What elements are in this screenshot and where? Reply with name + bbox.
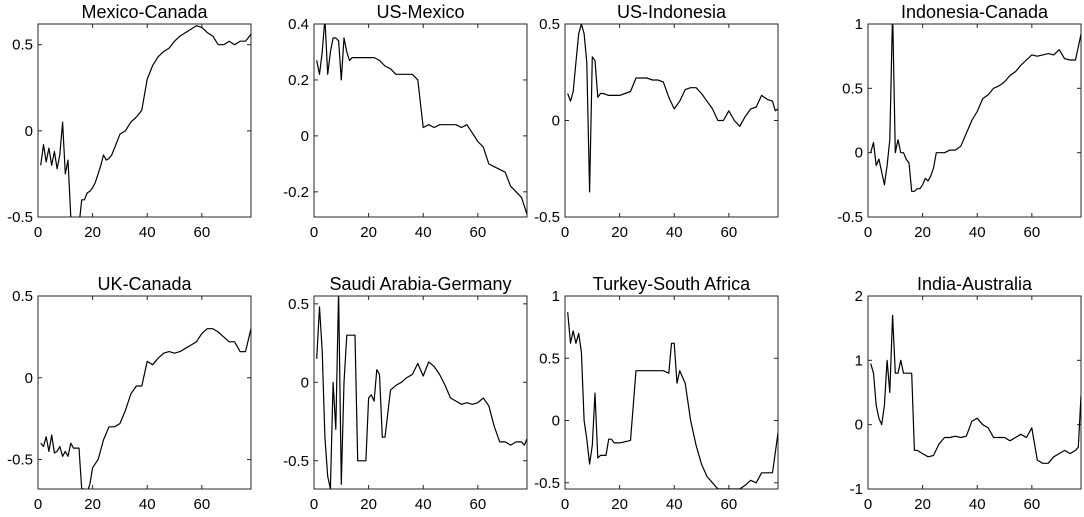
y-tick-label: 0: [25, 123, 33, 140]
y-tick-label: 0: [552, 113, 560, 130]
axes-frame: [313, 23, 528, 218]
x-tick-label: 20: [84, 224, 101, 241]
y-tick-label: 2: [855, 288, 863, 305]
x-tick-label: 20: [914, 496, 931, 513]
subplot-title: Mexico-Canada: [81, 2, 208, 22]
axes-frame: [313, 295, 528, 490]
y-tick-label: 0.5: [12, 288, 33, 305]
axes-frame: [37, 295, 252, 490]
x-tick-label: 20: [611, 224, 628, 241]
subplot-title: Saudi Arabia-Germany: [329, 274, 511, 294]
x-tick-label: 0: [34, 496, 42, 513]
x-tick-label: 0: [561, 224, 569, 241]
x-tick-label: 0: [34, 224, 42, 241]
subplot-title: US-Mexico: [376, 2, 464, 22]
x-tick-label: 40: [415, 224, 432, 241]
y-tick-label: 0.5: [842, 80, 863, 97]
x-tick-label: 40: [139, 224, 156, 241]
subplot-title: Turkey-South Africa: [593, 274, 751, 294]
series-line: [567, 24, 778, 193]
axes-frame: [867, 23, 1082, 218]
x-tick-label: 40: [666, 496, 683, 513]
x-tick-label: 40: [139, 496, 156, 513]
y-tick-label: 0: [301, 128, 309, 145]
y-tick-label: 0: [25, 370, 33, 387]
y-tick-label: 1: [552, 288, 560, 305]
y-tick-label: 0.5: [539, 350, 560, 367]
x-tick-label: 20: [360, 224, 377, 241]
x-tick-label: 20: [360, 496, 377, 513]
y-tick-label: -0.5: [7, 452, 33, 469]
series-line: [870, 314, 1081, 464]
series-line: [40, 328, 251, 489]
series-line: [316, 296, 527, 489]
subplot-2: US-Mexico 0 20 40 60 -0.2 0 0.2 0.4: [283, 2, 528, 241]
y-tick-label: 0: [552, 413, 560, 430]
series-line: [567, 312, 778, 489]
subplot-title: UK-Canada: [97, 274, 192, 294]
subplot-5: UK-Canada 0 20 40 60 -0.5 0 0.5: [7, 274, 252, 513]
y-tick-label: 0.5: [12, 37, 33, 54]
subplot-title: US-Indonesia: [617, 2, 727, 22]
x-tick-label: 0: [310, 224, 318, 241]
axes-frame: [564, 295, 779, 490]
series-line: [870, 24, 1081, 192]
x-tick-label: 60: [721, 224, 738, 241]
x-tick-label: 20: [914, 224, 931, 241]
x-tick-label: 60: [1024, 496, 1041, 513]
x-tick-label: 20: [611, 496, 628, 513]
y-tick-label: -0.5: [534, 475, 560, 492]
x-tick-label: 60: [1024, 224, 1041, 241]
x-tick-label: 40: [969, 496, 986, 513]
x-tick-label: 0: [864, 496, 872, 513]
y-tick-label: 0.5: [539, 16, 560, 33]
y-tick-label: -0.5: [283, 453, 309, 470]
x-tick-label: 60: [470, 496, 487, 513]
x-tick-label: 40: [415, 496, 432, 513]
x-tick-label: 60: [721, 496, 738, 513]
y-tick-label: -0.5: [534, 209, 560, 226]
subplot-6: Saudi Arabia-Germany 0 20 40 60 -0.5 0 0.5: [283, 274, 528, 513]
axes-frame: [564, 23, 779, 218]
series-line: [40, 25, 251, 217]
y-tick-label: 0.2: [288, 72, 309, 89]
y-tick-label: 0.5: [288, 296, 309, 313]
y-tick-label: 1: [855, 352, 863, 369]
y-tick-label: -0.5: [837, 209, 863, 226]
series-line: [316, 24, 527, 215]
subplot-title: India-Australia: [917, 274, 1033, 294]
y-tick-label: 0.4: [288, 16, 309, 33]
x-tick-label: 60: [194, 496, 211, 513]
y-tick-label: 0: [855, 417, 863, 434]
x-tick-label: 20: [84, 496, 101, 513]
y-tick-label: -0.2: [283, 184, 309, 201]
axes-frame: [37, 23, 252, 218]
axes-frame: [867, 295, 1082, 490]
x-tick-label: 0: [561, 496, 569, 513]
y-tick-label: -1: [850, 481, 863, 498]
x-tick-label: 40: [969, 224, 986, 241]
subplot-title: Indonesia-Canada: [901, 2, 1049, 22]
x-tick-label: 0: [310, 496, 318, 513]
x-tick-label: 0: [864, 224, 872, 241]
y-tick-label: 0: [301, 374, 309, 391]
y-tick-label: 1: [855, 16, 863, 33]
x-tick-label: 60: [194, 224, 211, 241]
x-tick-label: 40: [666, 224, 683, 241]
x-tick-label: 60: [470, 224, 487, 241]
y-tick-label: -0.5: [7, 209, 33, 226]
y-tick-label: 0: [855, 145, 863, 162]
